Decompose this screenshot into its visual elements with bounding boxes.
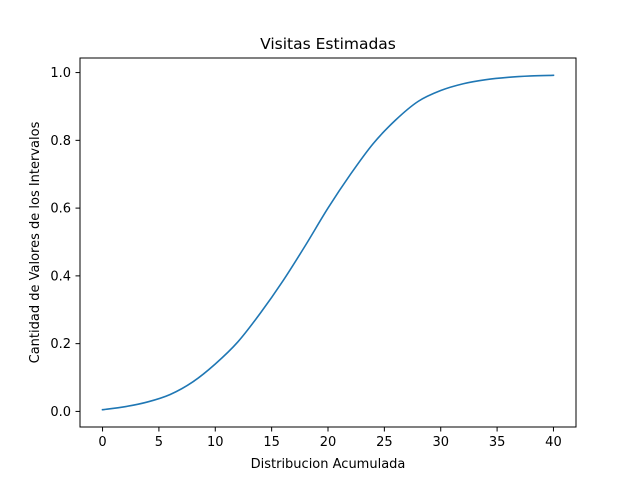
- x-tick-label: 30: [432, 435, 449, 450]
- y-tick-label: 1.0: [50, 66, 71, 81]
- plot-layer: [101, 74, 555, 411]
- x-tick-label: 20: [320, 435, 337, 450]
- x-tick-label: 35: [489, 435, 506, 450]
- x-tick-label: 15: [263, 435, 280, 450]
- y-tick-label: 0.0: [50, 405, 71, 420]
- y-tick-label: 0.4: [50, 269, 71, 284]
- y-ticks: 0.0 0.2 0.4 0.6 0.8 1.0: [50, 66, 80, 420]
- axes-frame: [79, 57, 577, 428]
- x-tick-label: 0: [98, 435, 106, 450]
- x-tick-label: 25: [376, 435, 393, 450]
- chart-title: Visitas Estimadas: [260, 35, 396, 53]
- x-axis-title: Distribucion Acumulada: [251, 457, 406, 472]
- series-line-0: [101, 74, 555, 411]
- y-axis-title: Cantidad de Valores de los Intervalos: [28, 121, 43, 363]
- x-tick-label: 10: [207, 435, 224, 450]
- x-tick-label: 5: [155, 435, 163, 450]
- y-tick-label: 0.6: [50, 202, 71, 217]
- y-tick-label: 0.8: [50, 134, 71, 149]
- x-ticks: 0 5 10 15 20 25 30 35 40: [98, 427, 562, 450]
- y-tick-label: 0.2: [50, 337, 71, 352]
- x-tick-label: 40: [545, 435, 562, 450]
